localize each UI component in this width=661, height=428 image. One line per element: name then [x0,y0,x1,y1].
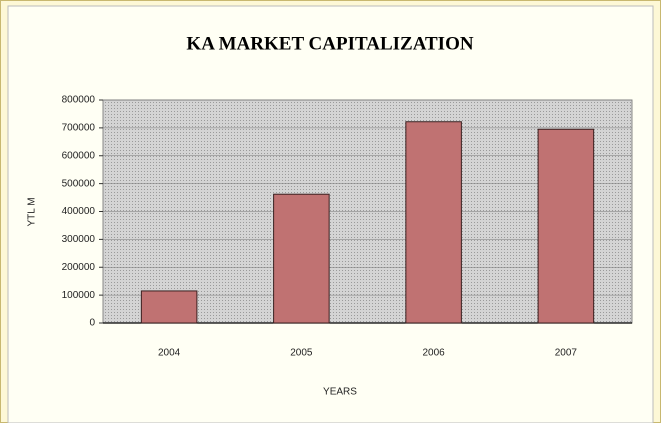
x-tick-label: 2004 [158,348,181,359]
y-tick-label: 400000 [62,206,96,217]
y-tick-label: 300000 [62,234,96,245]
y-axis-label: YTL M [27,197,38,226]
chart-title: KA MARKET CAPITALIZATION [186,33,473,54]
x-tick-label: 2006 [423,348,446,359]
y-tick-label: 700000 [62,123,96,134]
y-tick-label: 0 [89,318,95,329]
bar [140,290,198,324]
y-tick-label: 800000 [62,95,96,106]
bar [537,128,595,324]
x-axis-label: YEARS [323,387,357,398]
x-tick-label: 2007 [555,348,578,359]
x-tick-label: 2005 [290,348,313,359]
y-tick-label: 500000 [62,178,96,189]
bar [273,193,330,324]
y-tick-label: 200000 [62,262,96,273]
y-tick-label: 600000 [62,150,96,161]
y-tick-label: 100000 [62,290,96,301]
bar [405,121,462,324]
